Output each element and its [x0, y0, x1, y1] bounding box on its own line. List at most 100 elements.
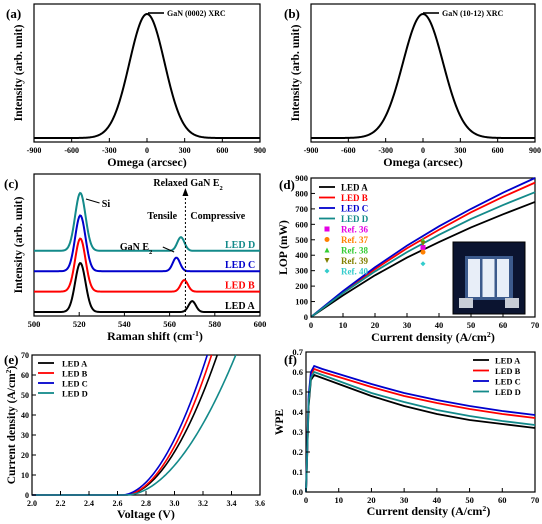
x-tick-label: -300 [102, 146, 117, 155]
x-tick-label: 600 [254, 319, 267, 329]
device-photo-inset [452, 241, 526, 315]
wpe-curve [305, 370, 536, 493]
x-tick-label: 2.6 [113, 499, 123, 508]
x-tick-label: 0 [304, 495, 308, 505]
inset-mesa [497, 259, 509, 297]
y-axis-label: Intensity (arb. unit) [290, 24, 302, 121]
jv-curve [32, 354, 213, 496]
x-tick-label: -600 [64, 146, 79, 155]
x-tick-label: 20 [371, 320, 380, 330]
x-tick-label: 3.6 [255, 499, 265, 508]
x-axis-label: Current density (A/cm2) [367, 504, 491, 519]
y-tick-label: 900 [295, 173, 308, 183]
x-tick-label: 60 [499, 320, 508, 330]
series-label: LED C [225, 260, 255, 271]
x-axis-label: Voltage (V) [117, 507, 175, 521]
legend-label: LED B [341, 193, 368, 203]
legend-label: GaN (0002) XRC [167, 9, 226, 18]
panel-label: (a) [6, 6, 21, 21]
x-tick-label: -600 [341, 146, 356, 155]
y-tick-label: 300 [295, 266, 308, 276]
x-tick-label: 540 [118, 319, 131, 329]
y-tick-label: 0.2 [292, 447, 303, 457]
panel-label: (d) [279, 177, 295, 192]
x-tick-label: 0 [309, 320, 313, 330]
jv-curve [32, 354, 209, 496]
panel-label: (f) [284, 352, 297, 367]
legend-label: LED D [495, 387, 521, 397]
x-tick-label: 50 [465, 495, 474, 505]
plot-frame [33, 3, 261, 143]
x-tick-label: -900 [27, 146, 42, 155]
y-tick-label: 10 [21, 471, 29, 480]
x-tick-label: 2.0 [27, 499, 37, 508]
x-tick-label: 10 [334, 495, 343, 505]
inset-pad [505, 298, 519, 308]
x-tick-label: 500 [28, 319, 41, 329]
y-tick-label: 500 [295, 235, 308, 245]
y-tick-label: 400 [295, 250, 308, 260]
y-tick-label: 0.4 [292, 407, 303, 417]
y-axis-label: Intensity (arb. unit) [13, 24, 25, 121]
y-axis-label: WPE [274, 409, 286, 436]
legend-label: Ref. 38 [341, 246, 368, 256]
y-tick-label: 100 [295, 297, 308, 307]
panel-a: GaN (0002) XRC -900 -600 -300 0 300 600 900 Omeg… [6, 3, 266, 169]
x-tick-label: 70 [531, 320, 540, 330]
x-tick-label: 560 [163, 319, 176, 329]
x-tick-label: 580 [208, 319, 221, 329]
y-tick-label: 0.0 [292, 487, 303, 497]
x-tick-label: 300 [454, 146, 466, 155]
x-tick-label: 40 [435, 320, 444, 330]
legend-label: LED B [62, 369, 88, 379]
legend-label: GaN (10-12) XRC [442, 9, 504, 18]
reference-point [420, 241, 426, 247]
plot-frame [33, 173, 261, 317]
y-tick-label: 700 [295, 204, 308, 214]
y-axis-label: Intensity (arb. unit) [13, 196, 25, 293]
jv-curve [32, 354, 237, 496]
y-tick-label: 0.5 [292, 387, 303, 397]
legend-label: LED B [495, 366, 521, 376]
plot-frame [305, 351, 536, 493]
x-tick-label: 3.0 [170, 499, 180, 508]
legend-label: LED A [341, 183, 368, 193]
x-axis-label: Raman shift (cm-1) [107, 329, 203, 344]
legend-label: LED D [62, 389, 88, 399]
legend-label: LED C [62, 379, 88, 389]
x-tick-label: 2.4 [84, 499, 94, 508]
y-tick-label: 60 [21, 371, 29, 380]
panel-label: (b) [284, 6, 300, 21]
plot-frame [310, 3, 536, 143]
inset-mesa [482, 259, 495, 297]
x-tick-label: 900 [529, 146, 541, 155]
x-tick-label: 0 [421, 146, 425, 155]
x-tick-label: 600 [492, 146, 504, 155]
x-tick-label: 60 [498, 495, 507, 505]
y-tick-label: 600 [295, 219, 308, 229]
x-tick-label: -900 [304, 146, 319, 155]
x-axis-label: Omega (arcsec) [107, 155, 186, 169]
y-tick-label: 30 [21, 431, 29, 440]
y-tick-label: 70 [21, 351, 29, 360]
x-axis-label: Omega (arcsec) [383, 155, 462, 169]
series-label: LED B [225, 281, 255, 292]
inset-mesa [468, 259, 480, 297]
relaxed-label: Relaxed GaN E2 [153, 178, 222, 192]
y-tick-label: 800 [295, 188, 308, 198]
y-tick-label: 50 [21, 391, 29, 400]
reference-point [420, 261, 426, 267]
x-tick-label: 300 [179, 146, 191, 155]
panel-label: (e) [4, 352, 18, 367]
legend-marker [324, 268, 330, 274]
raman-curve [34, 191, 260, 252]
gan-e2-label: GaN E2 [120, 242, 152, 256]
y-tick-label: 20 [21, 451, 29, 460]
reference-point [420, 245, 426, 250]
plot-frame [310, 177, 536, 318]
raman-curve [34, 214, 260, 273]
legend-marker [324, 247, 330, 253]
compressive-label: Compressive [190, 211, 245, 222]
